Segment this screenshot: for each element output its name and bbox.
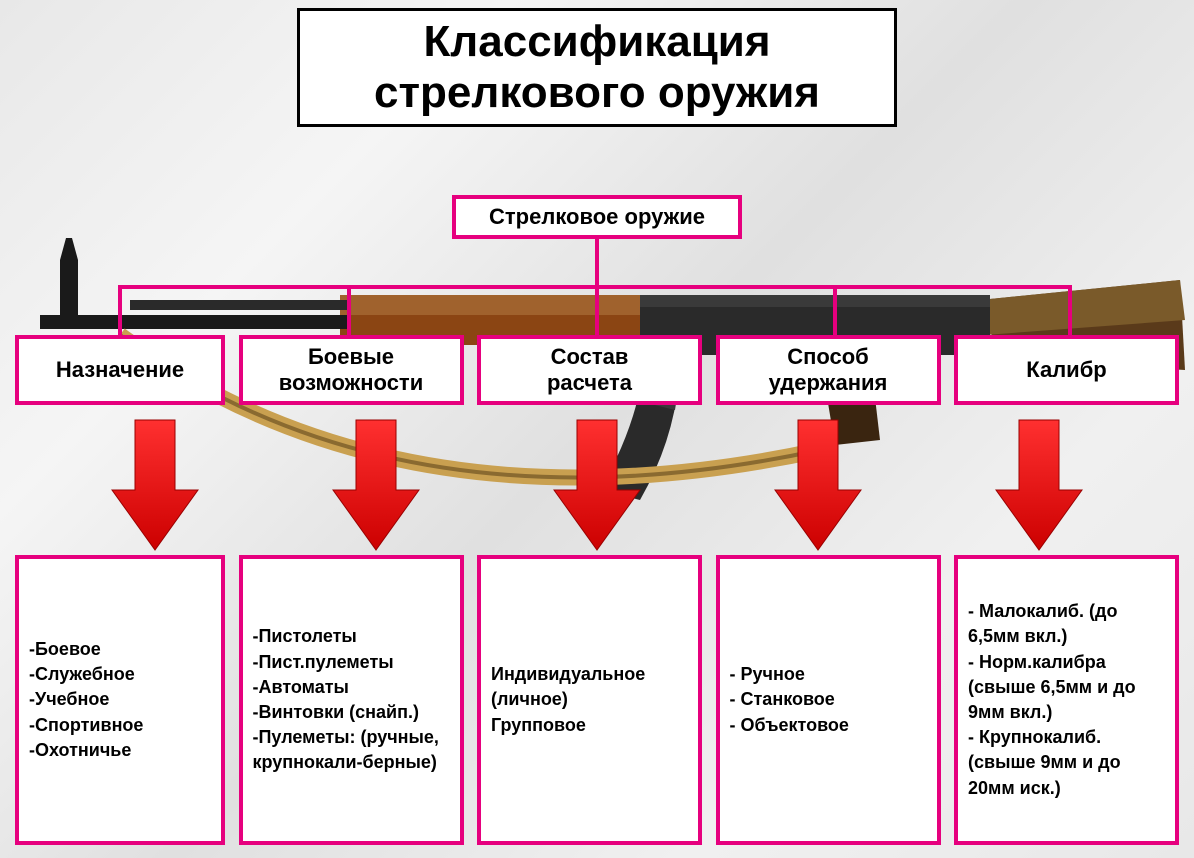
title-line-1: Классификация <box>320 17 874 68</box>
category-label-3: Способудержания <box>769 344 888 396</box>
connector-segment <box>347 285 351 335</box>
detail-item-1-3: -Винтовки (снайп.) <box>253 700 450 725</box>
detail-item-0-0: -Боевое <box>29 637 211 662</box>
root-node: Стрелковое оружие <box>452 195 742 239</box>
connector-segment <box>833 285 837 335</box>
detail-box-4: - Малокалиб. (до 6,5мм вкл.)- Норм.калиб… <box>954 555 1179 845</box>
detail-box-3: - Ручное- Станковое- Объектовое <box>716 555 941 845</box>
category-label-1: Боевыевозможности <box>279 344 423 396</box>
detail-box-2: Индивидуальное (личное)Групповое <box>477 555 702 845</box>
down-arrow-0 <box>110 415 200 555</box>
detail-item-3-0: - Ручное <box>730 662 927 687</box>
detail-item-0-2: -Учебное <box>29 687 211 712</box>
details-row: -Боевое-Служебное-Учебное-Спортивное-Охо… <box>0 555 1194 845</box>
detail-item-3-2: - Объектовое <box>730 713 927 738</box>
detail-item-4-0: - Малокалиб. (до 6,5мм вкл.) <box>968 599 1165 649</box>
detail-item-4-2: - Крупнокалиб. (свыше 9мм и до 20мм иск.… <box>968 725 1165 801</box>
title-line-2: стрелкового оружия <box>320 68 874 119</box>
detail-item-4-1: - Норм.калибра (свыше 6,5мм и до 9мм вкл… <box>968 650 1165 726</box>
category-box-3: Способудержания <box>716 335 941 405</box>
down-arrow-1 <box>331 415 421 555</box>
down-arrow-4 <box>994 415 1084 555</box>
detail-box-1: -Пистолеты-Пист.пулеметы-Автоматы-Винтов… <box>239 555 464 845</box>
detail-item-1-2: -Автоматы <box>253 675 450 700</box>
diagram-title: Классификация стрелкового оружия <box>297 8 897 127</box>
category-label-2: Составрасчета <box>547 344 632 396</box>
detail-item-2-0: Индивидуальное <box>491 662 688 687</box>
connector-segment <box>595 234 599 285</box>
connector-segment <box>595 285 599 335</box>
detail-item-0-1: -Служебное <box>29 662 211 687</box>
category-label-0: Назначение <box>56 357 184 383</box>
detail-item-2-1: (личное) <box>491 687 688 712</box>
down-arrow-2 <box>552 415 642 555</box>
detail-item-1-0: -Пистолеты <box>253 624 450 649</box>
category-box-0: Назначение <box>15 335 225 405</box>
down-arrow-3 <box>773 415 863 555</box>
category-box-4: Калибр <box>954 335 1179 405</box>
detail-item-0-4: -Охотничье <box>29 738 211 763</box>
root-label: Стрелковое оружие <box>489 204 705 229</box>
category-box-1: Боевыевозможности <box>239 335 464 405</box>
detail-item-3-1: - Станковое <box>730 687 927 712</box>
category-label-4: Калибр <box>1026 357 1106 383</box>
detail-item-2-2: Групповое <box>491 713 688 738</box>
connector-segment <box>1068 285 1072 335</box>
detail-item-1-1: -Пист.пулеметы <box>253 650 450 675</box>
detail-item-0-3: -Спортивное <box>29 713 211 738</box>
detail-box-0: -Боевое-Служебное-Учебное-Спортивное-Охо… <box>15 555 225 845</box>
category-box-2: Составрасчета <box>477 335 702 405</box>
detail-item-1-4: -Пулеметы: (ручные, крупнокали-берные) <box>253 725 450 775</box>
connector-segment <box>118 285 122 335</box>
categories-row: Назначение Боевыевозможности Составрасчета… <box>0 335 1194 405</box>
arrows-row <box>0 415 1194 555</box>
